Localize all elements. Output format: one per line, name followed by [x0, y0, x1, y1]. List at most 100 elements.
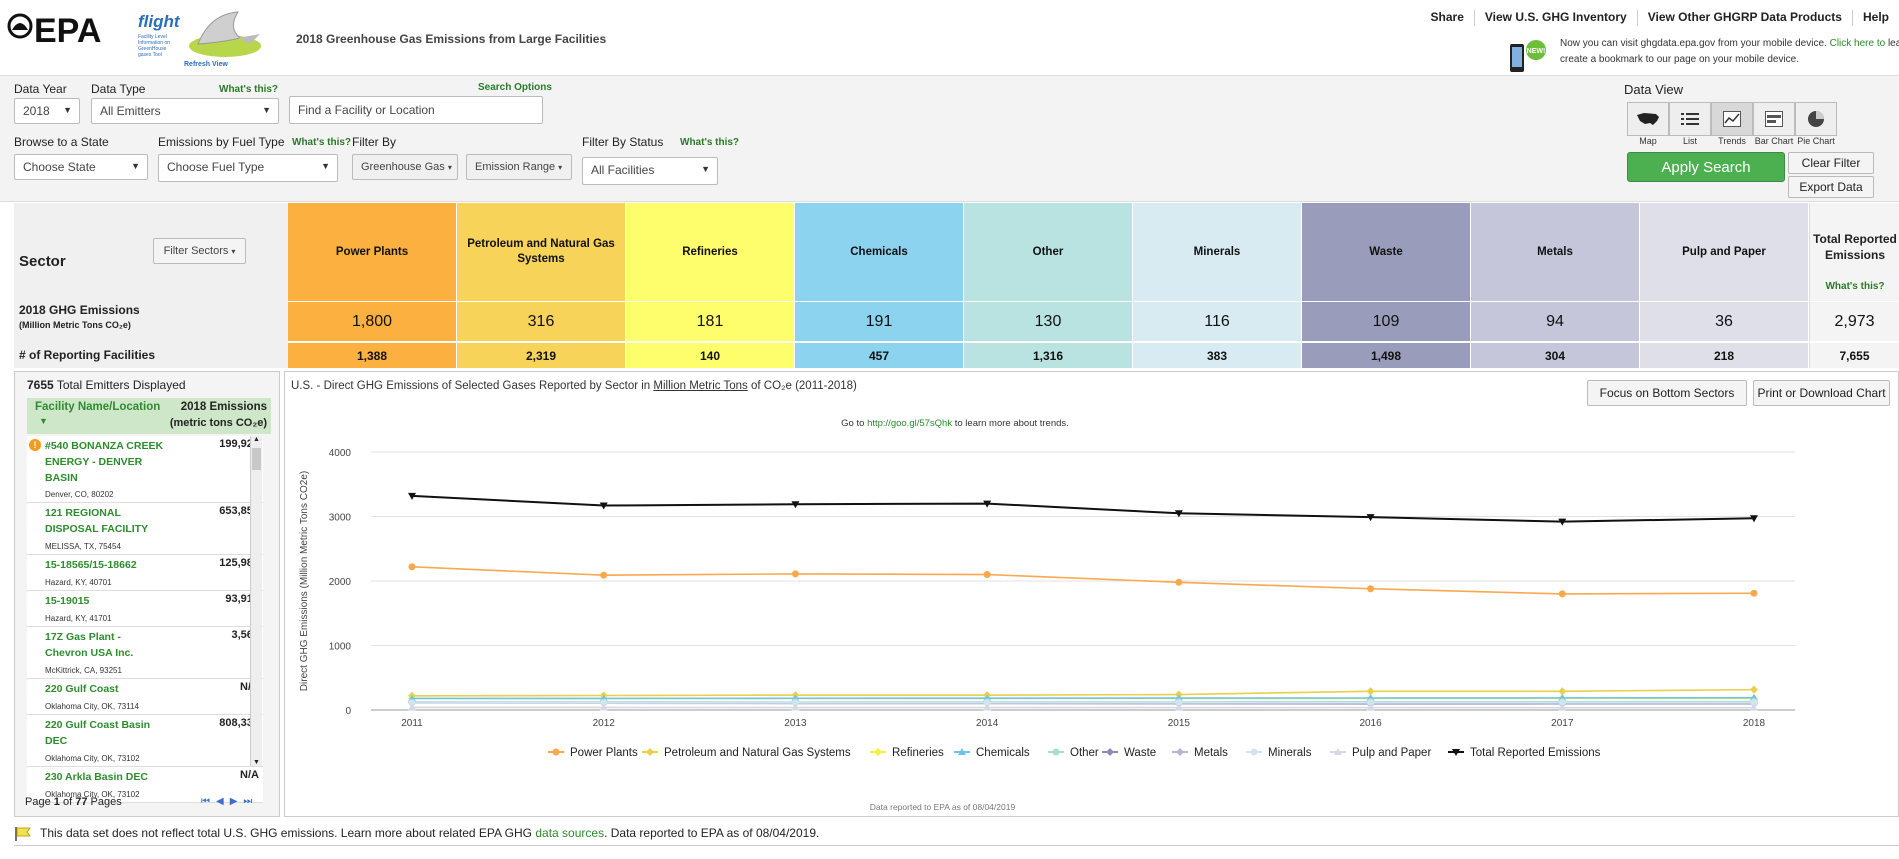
filter-status-select[interactable]: All Facilities ▼ — [582, 157, 718, 185]
ghgrp-products-link[interactable]: View Other GHGRP Data Products — [1636, 10, 1852, 26]
facility-address: McKittrick, CA, 93251 — [45, 666, 122, 675]
legend-marker — [874, 748, 882, 756]
filter-status-help-link[interactable]: What's this? — [680, 137, 740, 148]
greenhouse-gas-dropdown[interactable]: Greenhouse Gas ▾ — [352, 154, 458, 180]
sort-arrow-icon[interactable]: ▼ — [39, 416, 48, 426]
flight-logo[interactable]: flight Facility Level Information on Gre… — [138, 8, 273, 70]
scroll-up-icon[interactable]: ▲ — [253, 436, 260, 443]
data-year-label: Data Year — [14, 82, 67, 96]
legend-item[interactable]: Pulp and Paper — [1352, 747, 1431, 759]
pie-chart-view-button[interactable] — [1795, 102, 1837, 136]
facility-address: Oklahoma City, OK, 73102 — [45, 790, 140, 799]
warning-icon[interactable]: ! — [29, 439, 41, 451]
sort-by-name-link[interactable]: Facility Name/Location — [35, 401, 161, 413]
facility-list-item[interactable]: 121 REGIONAL DISPOSAL FACILITY 653,854 MEL… — [27, 503, 263, 555]
sector-header-5[interactable]: Other — [964, 203, 1132, 301]
fuel-type-select[interactable]: Choose Fuel Type ▼ — [158, 154, 338, 182]
focus-bottom-sectors-button[interactable]: Focus on Bottom Sectors — [1587, 380, 1747, 406]
facility-name-link[interactable]: 220 Gulf Coast — [45, 683, 119, 695]
last-page-icon[interactable]: ⏭ — [243, 796, 253, 807]
search-options-link[interactable]: Search Options — [478, 82, 552, 93]
legend-item[interactable]: Metals — [1194, 747, 1228, 759]
emissions-column-header: 2018 Emissions — [180, 401, 267, 413]
ghg-inventory-link[interactable]: View U.S. GHG Inventory — [1473, 10, 1637, 26]
total-help-link[interactable]: What's this? — [1825, 281, 1885, 292]
fuel-type-help-link[interactable]: What's this? — [292, 137, 352, 148]
trends-view-button[interactable] — [1711, 102, 1753, 136]
sector-emissions-value: 109 — [1302, 301, 1470, 341]
legend-item[interactable]: Total Reported Emissions — [1470, 747, 1601, 759]
data-point — [1558, 590, 1566, 598]
facility-name-link[interactable]: 230 Arkla Basin DEC — [45, 771, 148, 783]
sector-header-9[interactable]: Pulp and Paper — [1640, 203, 1808, 301]
first-page-icon[interactable]: ⏮ — [201, 796, 210, 807]
facility-name-link[interactable]: #540 BONANZA CREEK ENERGY - DENVER BASIN — [45, 440, 164, 484]
legend-item[interactable]: Petroleum and Natural Gas Systems — [664, 747, 851, 759]
legend-item[interactable]: Other — [1070, 747, 1099, 759]
facility-name-link[interactable]: 17Z Gas Plant - Chevron USA Inc. — [45, 631, 134, 659]
sector-header-2[interactable]: Petroleum and Natural Gas Systems — [457, 203, 625, 301]
facility-list-item[interactable]: 15-19015 93,919 Hazard, KY, 41701 — [27, 591, 263, 627]
prev-page-icon[interactable]: ◀ — [216, 796, 224, 807]
page-of: of — [62, 796, 73, 808]
facility-list-item[interactable]: ! #540 BONANZA CREEK ENERGY - DENVER BASI… — [27, 436, 263, 503]
sector-header-8[interactable]: Metals — [1471, 203, 1639, 301]
legend-marker — [646, 748, 654, 756]
refresh-view-link[interactable]: Refresh View — [184, 61, 228, 68]
help-link[interactable]: Help — [1851, 10, 1899, 26]
bar-chart-view-button[interactable] — [1753, 102, 1795, 136]
data-type-help-link[interactable]: What's this? — [219, 84, 279, 95]
bar-chart-view-label: Bar Chart — [1754, 136, 1794, 146]
state-select[interactable]: Choose State ▼ — [14, 154, 148, 180]
goto-prefix: Go to — [841, 418, 865, 429]
filter-sectors-button[interactable]: Filter Sectors ▾ — [153, 238, 246, 264]
print-download-chart-button[interactable]: Print or Download Chart — [1753, 380, 1890, 406]
sector-header-3[interactable]: Refineries — [626, 203, 794, 301]
facility-list-item[interactable]: 230 Arkla Basin DEC N/A Oklahoma City, OK,… — [27, 767, 263, 803]
sector-header-4[interactable]: Chemicals — [795, 203, 963, 301]
list-view-button[interactable] — [1669, 102, 1711, 136]
legend-item[interactable]: Chemicals — [976, 747, 1030, 759]
emission-range-dropdown[interactable]: Emission Range ▾ — [466, 154, 572, 180]
list-scrollbar[interactable]: ▲ ▼ — [250, 436, 262, 766]
search-input[interactable]: Find a Facility or Location — [289, 96, 543, 124]
epa-logo[interactable]: EPA — [6, 8, 130, 52]
data-sources-link[interactable]: data sources — [535, 826, 605, 840]
map-view-button[interactable] — [1627, 102, 1669, 136]
facility-name-link[interactable]: 15-18565/15-18662 — [45, 559, 137, 571]
facility-list-item[interactable]: 15-18565/15-18662 125,982 Hazard, KY, 4070… — [27, 555, 263, 591]
legend-item[interactable]: Minerals — [1268, 747, 1312, 759]
next-page-icon[interactable]: ▶ — [229, 796, 238, 807]
legend-marker — [1452, 749, 1460, 756]
sector-header-6[interactable]: Minerals — [1133, 203, 1301, 301]
clear-filter-button[interactable]: Clear Filter — [1788, 152, 1874, 174]
y-axis-label: Direct GHG Emissions (Million Metric Ton… — [299, 471, 310, 691]
share-link[interactable]: Share — [1430, 10, 1464, 24]
apply-search-button[interactable]: Apply Search — [1627, 152, 1785, 182]
chart-units-link[interactable]: Million Metric Tons — [653, 380, 748, 392]
facility-name-link[interactable]: 121 REGIONAL DISPOSAL FACILITY — [45, 507, 149, 535]
scroll-thumb[interactable] — [252, 448, 261, 470]
data-point — [1174, 510, 1183, 518]
data-type-select[interactable]: All Emitters ▼ — [91, 98, 279, 124]
map-view-label: Map — [1639, 136, 1657, 146]
facility-list-item[interactable]: 17Z Gas Plant - Chevron USA Inc. 3,564 McK… — [27, 627, 263, 679]
mobile-click-link[interactable]: Click here to — [1829, 38, 1886, 49]
trends-url-link[interactable]: http://goo.gl/57sQhk — [867, 418, 953, 429]
sector-header-7[interactable]: Waste — [1302, 203, 1470, 301]
export-data-button[interactable]: Export Data — [1788, 176, 1874, 198]
scroll-down-icon[interactable]: ▼ — [253, 759, 260, 766]
facility-list-item[interactable]: 220 Gulf Coast Basin DEC 808,339 Oklahoma … — [27, 715, 263, 767]
legend-item[interactable]: Power Plants — [570, 747, 638, 759]
legend-item[interactable]: Waste — [1124, 747, 1156, 759]
search-controls: Data Year 2018 ▼ Data Type What's this? A… — [0, 76, 1899, 202]
data-year-value: 2018 — [23, 104, 50, 118]
sector-header-1[interactable]: Power Plants — [288, 203, 456, 301]
data-year-select[interactable]: 2018 ▼ — [14, 98, 80, 124]
data-view-labels: Map List Trends Bar Chart Pie Chart — [1627, 136, 1837, 146]
facilities-row-label: # of Reporting Facilities — [19, 348, 156, 362]
legend-item[interactable]: Refineries — [892, 747, 944, 759]
facility-name-link[interactable]: 220 Gulf Coast Basin DEC — [45, 719, 151, 747]
facility-name-link[interactable]: 15-19015 — [45, 595, 90, 607]
